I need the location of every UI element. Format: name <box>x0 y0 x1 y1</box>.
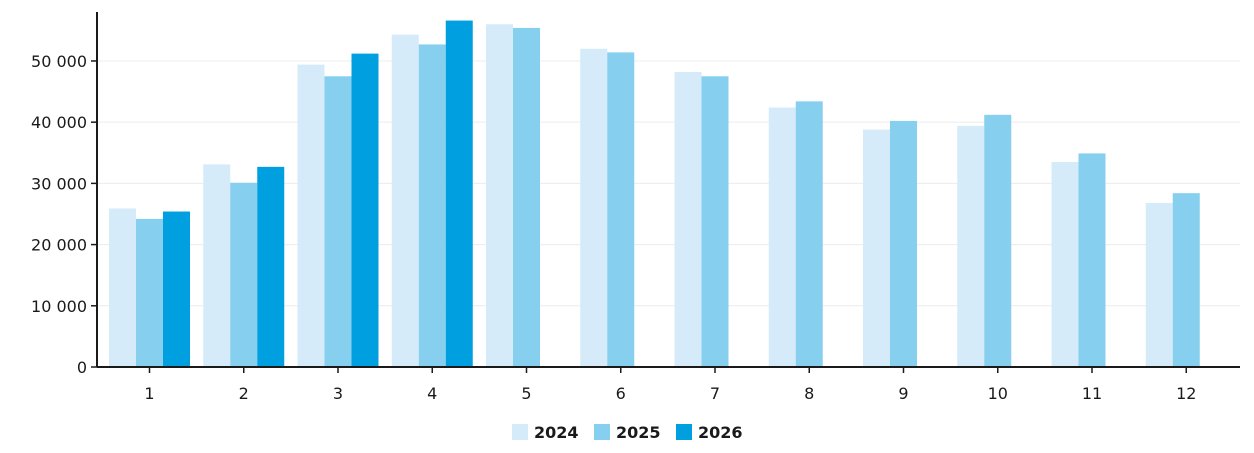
bar-2024-3 <box>297 64 325 367</box>
bar-2025-12 <box>1172 193 1200 367</box>
y-tick-label: 50 000 <box>31 52 87 71</box>
bar-2024-8 <box>768 107 796 367</box>
bar-2024-1 <box>109 208 136 367</box>
legend-swatch <box>512 424 528 440</box>
legend-item-2025: 2025 <box>594 423 661 442</box>
y-tick-label: 0 <box>77 358 87 377</box>
x-tick-label: 3 <box>333 384 343 403</box>
bar-2024-12 <box>1145 202 1173 367</box>
gridlines <box>97 60 1240 307</box>
bars <box>109 20 1200 368</box>
x-tick-label: 5 <box>521 384 531 403</box>
bar-2024-4 <box>391 34 419 368</box>
bar-2025-6 <box>607 52 635 368</box>
y-tick-labels: 0 10 000 20 000 30 000 40 000 50 000 <box>31 52 97 377</box>
bar-2026-4 <box>445 20 473 367</box>
x-tick-label: 8 <box>804 384 814 403</box>
bar-2025-7 <box>701 76 729 367</box>
bar-2025-3 <box>324 76 352 367</box>
x-tick-label: 9 <box>898 384 908 403</box>
x-tick-label: 10 <box>988 384 1008 403</box>
x-tick-label: 7 <box>710 384 720 403</box>
legend-item-2026: 2026 <box>676 423 743 442</box>
bar-2024-11 <box>1051 161 1079 367</box>
bar-2024-6 <box>580 48 608 368</box>
bar-2024-9 <box>863 129 890 367</box>
legend-swatch <box>594 424 610 440</box>
x-tick-label: 6 <box>616 384 626 403</box>
bar-2026-1 <box>163 211 190 367</box>
bar-2025-8 <box>795 101 823 368</box>
x-tick-label: 11 <box>1082 384 1102 403</box>
legend-swatch <box>676 424 692 440</box>
bar-2026-3 <box>351 53 379 367</box>
legend-item-2024: 2024 <box>512 423 579 442</box>
x-tick-label: 4 <box>427 384 437 403</box>
legend: 2024 2025 2026 <box>512 423 743 442</box>
bar-2025-5 <box>513 27 540 368</box>
bar-2025-4 <box>418 44 446 367</box>
x-tick-label: 1 <box>144 384 154 403</box>
bar-2024-10 <box>957 125 985 368</box>
bar-2024-2 <box>203 164 231 367</box>
x-tick-label: 2 <box>239 384 249 403</box>
x-tick-label: 12 <box>1176 384 1196 403</box>
y-tick-label: 40 000 <box>31 113 87 132</box>
legend-label: 2024 <box>534 423 579 442</box>
bar-2025-9 <box>890 120 917 367</box>
bar-2024-5 <box>486 24 513 367</box>
legend-label: 2025 <box>616 423 661 442</box>
legend-label: 2026 <box>698 423 743 442</box>
y-tick-label: 20 000 <box>31 236 87 255</box>
x-tick-labels: 1 2 3 4 5 6 7 8 9 10 11 12 <box>144 367 1196 403</box>
bar-2025-2 <box>230 182 258 367</box>
y-tick-label: 10 000 <box>31 297 87 316</box>
axes <box>96 12 1240 368</box>
y-tick-label: 30 000 <box>31 174 87 193</box>
bar-2025-1 <box>136 218 163 367</box>
bar-2025-10 <box>984 114 1012 368</box>
bar-2026-2 <box>257 166 285 367</box>
bar-2024-7 <box>674 71 702 367</box>
bar-2025-11 <box>1078 153 1106 367</box>
